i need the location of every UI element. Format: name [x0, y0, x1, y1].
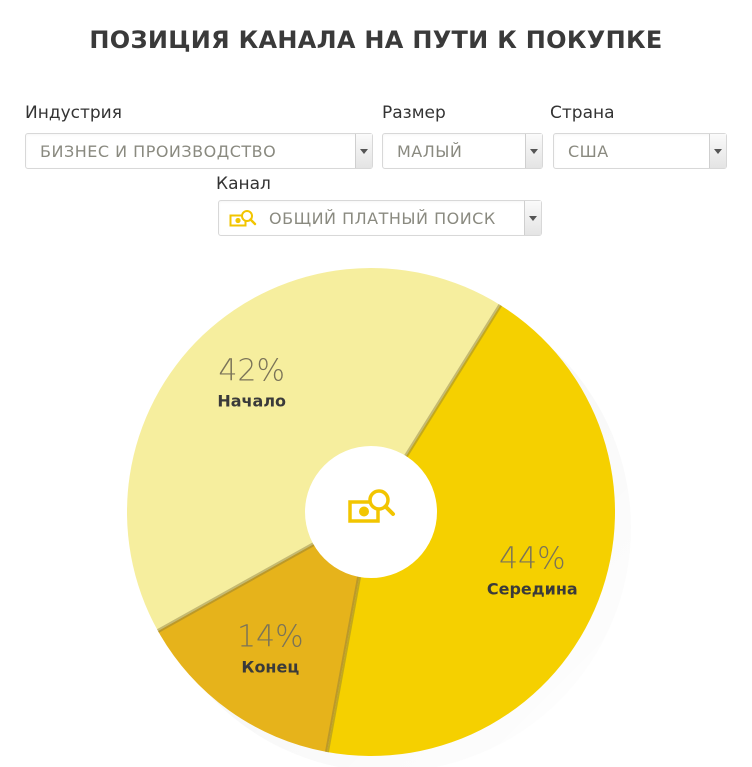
- industry-select[interactable]: БИЗНЕС И ПРОИЗВОДСТВО: [25, 133, 373, 169]
- size-select-value: МАЛЫЙ: [397, 142, 463, 161]
- page-title: ПОЗИЦИЯ КАНАЛА НА ПУТИ К ПОКУПКЕ: [89, 26, 663, 54]
- slice-name-label: Начало: [217, 392, 286, 411]
- channel-select-value: ОБЩИЙ ПЛАТНЫЙ ПОИСК: [269, 209, 496, 228]
- size-select[interactable]: МАЛЫЙ: [382, 133, 543, 169]
- slice-percent-label: 44%: [499, 542, 566, 577]
- chevron-down-icon: [355, 134, 372, 168]
- chevron-down-icon: [709, 134, 726, 168]
- slice-конец[interactable]: [158, 512, 371, 752]
- country-select-value: США: [568, 142, 609, 161]
- chevron-down-icon: [524, 201, 541, 235]
- donut-center: [305, 446, 437, 578]
- slice-name-label: Конец: [241, 658, 299, 677]
- money-search-icon: [348, 489, 395, 523]
- money-search-icon: [229, 210, 257, 227]
- slice-divider: [404, 304, 502, 458]
- channel-label: Канал: [216, 174, 271, 194]
- slice-percent-label: 42%: [218, 354, 285, 389]
- industry-label: Индустрия: [25, 103, 122, 123]
- slice-середина[interactable]: [326, 305, 615, 756]
- channel-select[interactable]: ОБЩИЙ ПЛАТНЫЙ ПОИСК: [218, 200, 542, 236]
- slice-percent-label: 14%: [237, 620, 304, 655]
- slice-divider: [157, 542, 315, 633]
- slice-divider: [324, 576, 362, 753]
- chevron-down-icon: [525, 134, 542, 168]
- size-label: Размер: [382, 103, 446, 123]
- country-label: Страна: [550, 103, 615, 123]
- slice-начало[interactable]: [126, 267, 501, 632]
- donut-hole: [305, 446, 437, 578]
- industry-select-value: БИЗНЕС И ПРОИЗВОДСТВО: [40, 142, 277, 161]
- slice-name-label: Середина: [487, 580, 578, 599]
- country-select[interactable]: США: [553, 133, 727, 169]
